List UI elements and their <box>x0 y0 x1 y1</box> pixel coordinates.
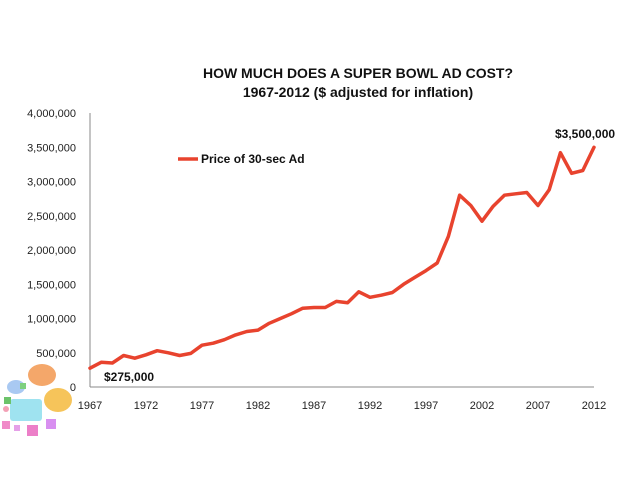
x-tick-label: 1997 <box>414 400 438 412</box>
y-tick-label: 1,500,000 <box>27 279 76 291</box>
y-tick-label: 3,000,000 <box>27 177 76 189</box>
x-tick-label: 2002 <box>470 400 494 412</box>
legend: Price of 30-sec Ad <box>178 152 305 166</box>
x-tick-label: 2007 <box>526 400 550 412</box>
y-tick-label: 500,000 <box>36 348 76 360</box>
x-tick-label: 1992 <box>358 400 382 412</box>
y-tick-label: 2,000,000 <box>27 245 76 257</box>
series-line-ad-price <box>88 145 596 370</box>
legend-label: Price of 30-sec Ad <box>201 152 305 166</box>
x-tick-label: 1982 <box>246 400 270 412</box>
annotation-end-price: $3,500,000 <box>555 127 615 141</box>
chart-subtitle: 1967-2012 ($ adjusted for inflation) <box>243 84 473 100</box>
speech-bubbles-logo <box>2 364 72 436</box>
x-tick-label: 1987 <box>302 400 326 412</box>
y-tick-label: 1,000,000 <box>27 314 76 326</box>
x-tick-label: 1972 <box>134 400 158 412</box>
y-tick-label: 4,000,000 <box>27 108 76 120</box>
annotation-start-price: $275,000 <box>104 370 154 384</box>
y-tick-label: 0 <box>70 382 76 394</box>
chart-title: HOW MUCH DOES A SUPER BOWL AD COST? <box>203 65 513 81</box>
x-tick-label: 2012 <box>582 400 606 412</box>
x-tick-label: 1967 <box>78 400 102 412</box>
y-tick-label: 2,500,000 <box>27 211 76 223</box>
x-tick-label: 1977 <box>190 400 214 412</box>
y-tick-label: 3,500,000 <box>27 142 76 154</box>
